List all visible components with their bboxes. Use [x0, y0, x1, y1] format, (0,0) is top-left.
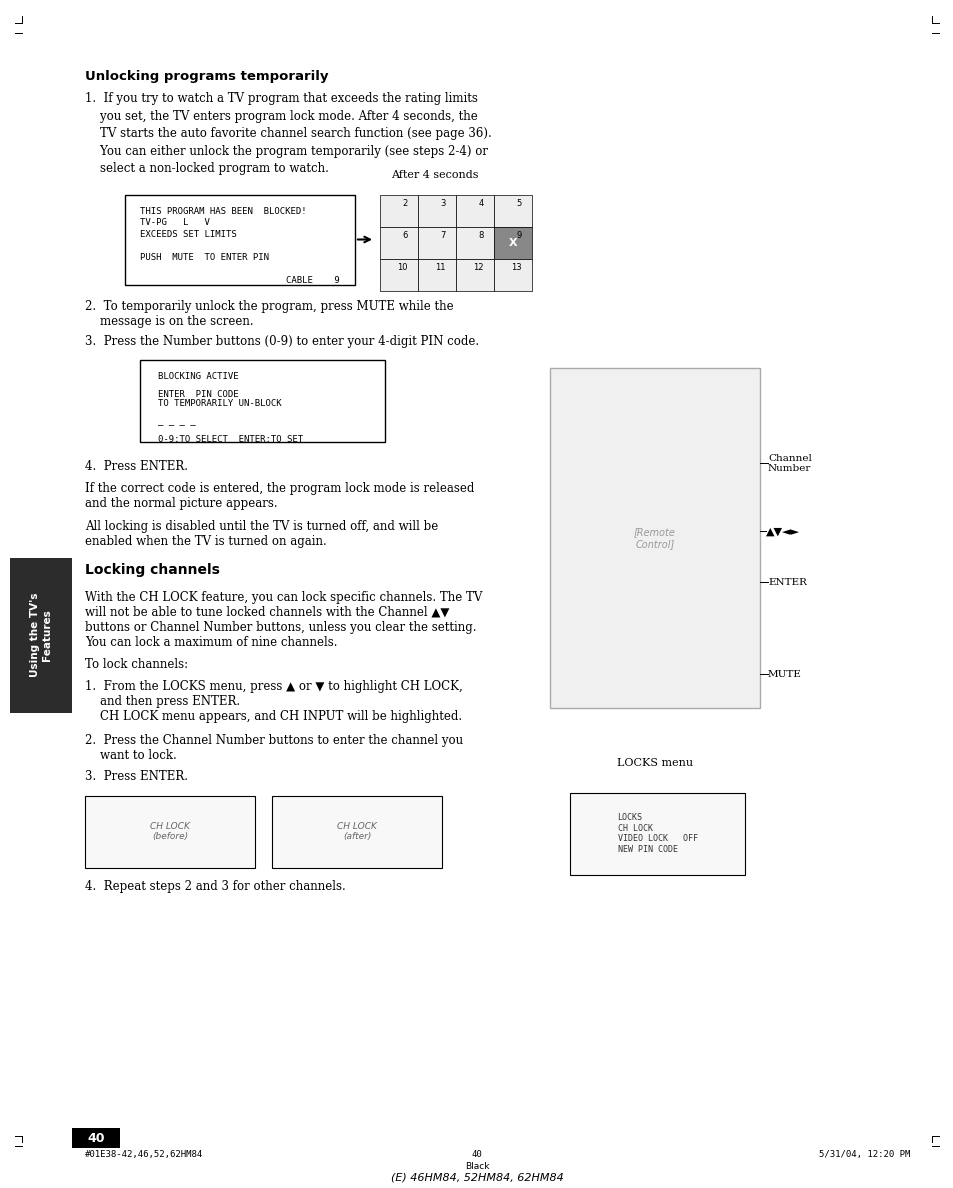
- Text: 5/31/04, 12:20 PM: 5/31/04, 12:20 PM: [818, 1150, 909, 1159]
- Text: X: X: [508, 238, 517, 247]
- Text: CH LOCK
(before): CH LOCK (before): [150, 822, 190, 841]
- Text: With the CH LOCK feature, you can lock specific channels. The TV
will not be abl: With the CH LOCK feature, you can lock s…: [85, 590, 482, 633]
- Text: 5: 5: [517, 198, 521, 208]
- Text: select a non-locked program to watch.: select a non-locked program to watch.: [85, 162, 329, 175]
- Bar: [550, 368, 760, 708]
- Text: CH LOCK
(after): CH LOCK (after): [336, 822, 376, 841]
- Text: LOCKS
CH LOCK
VIDEO LOCK   OFF
NEW PIN CODE: LOCKS CH LOCK VIDEO LOCK OFF NEW PIN COD…: [617, 814, 697, 854]
- Text: 1.  From the LOCKS menu, press ▲ or ▼ to highlight CH LOCK,
    and then press E: 1. From the LOCKS menu, press ▲ or ▼ to …: [85, 680, 462, 722]
- Text: If the correct code is entered, the program lock mode is released
and the normal: If the correct code is entered, the prog…: [85, 481, 474, 510]
- Text: 40: 40: [87, 1131, 105, 1144]
- Bar: [85, 796, 254, 867]
- Text: 12: 12: [473, 263, 483, 272]
- Text: Channel
Number: Channel Number: [767, 454, 811, 473]
- Text: PUSH  MUTE  TO ENTER PIN: PUSH MUTE TO ENTER PIN: [140, 253, 269, 261]
- Text: 3.  Press the Number buttons (0-9) to enter your 4-digit PIN code.: 3. Press the Number buttons (0-9) to ent…: [85, 335, 478, 348]
- Text: TV starts the auto favorite channel search function (see page 36).: TV starts the auto favorite channel sear…: [85, 127, 491, 140]
- Text: After 4 seconds: After 4 seconds: [391, 170, 478, 179]
- Text: 9: 9: [517, 230, 521, 240]
- Text: _ _ _ _: _ _ _ _: [158, 417, 195, 425]
- Text: [Remote
Control]: [Remote Control]: [634, 527, 676, 549]
- Text: 2: 2: [402, 198, 408, 208]
- Text: Unlocking programs temporarily: Unlocking programs temporarily: [85, 70, 328, 83]
- Bar: [125, 195, 355, 284]
- Text: ▲▼◄►: ▲▼◄►: [765, 526, 800, 536]
- Bar: [494, 259, 532, 291]
- Text: ENTER  PIN CODE: ENTER PIN CODE: [158, 390, 238, 398]
- Bar: [456, 195, 494, 227]
- Bar: [379, 227, 417, 259]
- Text: 3: 3: [440, 198, 446, 208]
- Text: 10: 10: [397, 263, 408, 272]
- Text: 1.  If you try to watch a TV program that exceeds the rating limits: 1. If you try to watch a TV program that…: [85, 91, 477, 105]
- Bar: [417, 195, 456, 227]
- Text: 7: 7: [440, 230, 446, 240]
- Text: you set, the TV enters program lock mode. After 4 seconds, the: you set, the TV enters program lock mode…: [85, 109, 477, 122]
- Text: BLOCKING ACTIVE: BLOCKING ACTIVE: [158, 372, 238, 380]
- Bar: [71, 1127, 120, 1148]
- Text: You can lock a maximum of nine channels.: You can lock a maximum of nine channels.: [85, 636, 337, 649]
- Text: 6: 6: [402, 230, 408, 240]
- Text: 8: 8: [478, 230, 483, 240]
- Bar: [379, 195, 417, 227]
- Text: Using the TV's
Features: Using the TV's Features: [30, 593, 51, 677]
- Bar: [456, 227, 494, 259]
- Text: Locking channels: Locking channels: [85, 562, 219, 576]
- Bar: [569, 792, 744, 874]
- Text: MUTE: MUTE: [767, 670, 801, 678]
- Text: 4: 4: [478, 198, 483, 208]
- Bar: [494, 227, 532, 259]
- Text: 2.  Press the Channel Number buttons to enter the channel you
    want to lock.: 2. Press the Channel Number buttons to e…: [85, 733, 462, 762]
- Text: #01E38-42,46,52,62HM84: #01E38-42,46,52,62HM84: [85, 1150, 203, 1159]
- Bar: [456, 259, 494, 291]
- Text: TO TEMPORARILY UN-BLOCK: TO TEMPORARILY UN-BLOCK: [158, 398, 281, 407]
- Bar: [417, 259, 456, 291]
- Text: 13: 13: [511, 263, 521, 272]
- Text: THIS PROGRAM HAS BEEN  BLOCKED!: THIS PROGRAM HAS BEEN BLOCKED!: [140, 207, 306, 215]
- Text: CABLE    9: CABLE 9: [286, 276, 339, 284]
- Text: 0-9:TO SELECT  ENTER:TO SET: 0-9:TO SELECT ENTER:TO SET: [158, 435, 303, 443]
- Text: ENTER: ENTER: [767, 577, 806, 587]
- Text: 4.  Repeat steps 2 and 3 for other channels.: 4. Repeat steps 2 and 3 for other channe…: [85, 879, 345, 892]
- Text: Black: Black: [464, 1162, 489, 1171]
- Bar: [140, 360, 385, 442]
- Text: 40: 40: [471, 1150, 482, 1159]
- Text: 3.  Press ENTER.: 3. Press ENTER.: [85, 770, 188, 783]
- Text: 2.  To temporarily unlock the program, press MUTE while the
    message is on th: 2. To temporarily unlock the program, pr…: [85, 299, 453, 328]
- Text: 11: 11: [435, 263, 446, 272]
- Text: LOCKS menu: LOCKS menu: [617, 758, 692, 767]
- Text: EXCEEDS SET LIMITS: EXCEEDS SET LIMITS: [140, 229, 236, 239]
- Text: 4.  Press ENTER.: 4. Press ENTER.: [85, 460, 188, 473]
- Text: (E) 46HM84, 52HM84, 62HM84: (E) 46HM84, 52HM84, 62HM84: [390, 1173, 563, 1183]
- Text: You can either unlock the program temporarily (see steps 2-4) or: You can either unlock the program tempor…: [85, 145, 488, 158]
- Bar: [379, 259, 417, 291]
- Text: To lock channels:: To lock channels:: [85, 657, 188, 670]
- Text: TV-PG   L   V: TV-PG L V: [140, 219, 210, 227]
- Bar: [417, 227, 456, 259]
- Text: All locking is disabled until the TV is turned off, and will be
enabled when the: All locking is disabled until the TV is …: [85, 519, 437, 548]
- Bar: [272, 796, 441, 867]
- Bar: [10, 557, 71, 713]
- Bar: [494, 195, 532, 227]
